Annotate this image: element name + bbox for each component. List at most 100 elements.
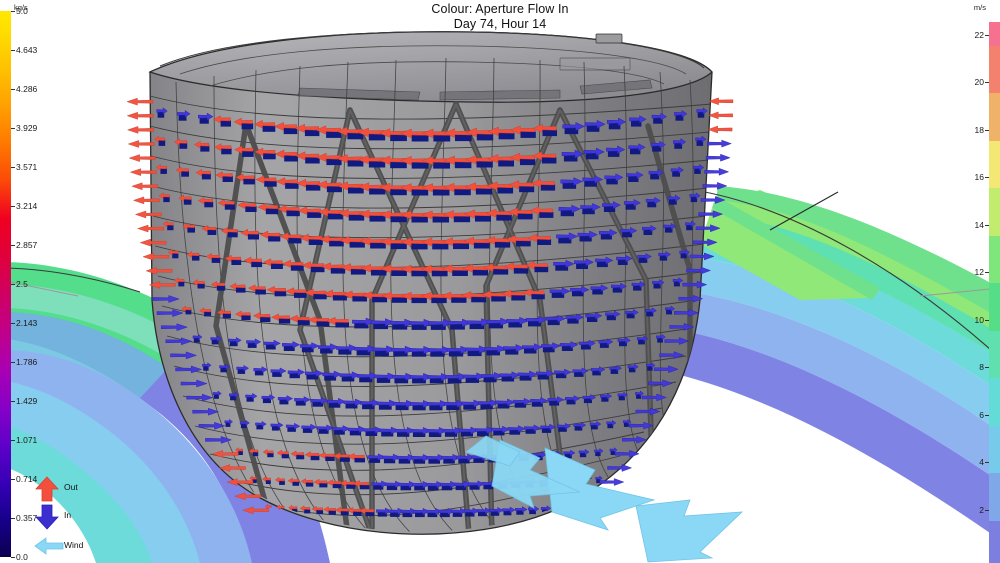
outflow-arrow (213, 115, 231, 124)
legend-item-in: In (30, 504, 120, 530)
aperture-window (370, 242, 386, 249)
aperture-window (623, 422, 629, 427)
inflow-arrow (236, 364, 250, 372)
inflow-arrow (704, 167, 730, 176)
aperture-window (455, 134, 472, 142)
aperture-window (271, 263, 283, 269)
aperture-window (555, 265, 569, 271)
inflow-arrow (650, 140, 666, 149)
inflow-arrow (585, 312, 603, 320)
inflow-arrow (478, 399, 500, 407)
aperture-window (675, 114, 684, 121)
aperture-window (519, 375, 532, 381)
outflow-arrow (352, 480, 370, 488)
outflow-arrow (257, 203, 278, 212)
outflow-arrow (235, 173, 255, 182)
aperture-window (377, 512, 387, 517)
outflow-arrow (707, 125, 733, 134)
wind-speed-ribbons (0, 186, 1000, 563)
inflow-arrow (577, 230, 598, 239)
aperture-window (551, 292, 565, 298)
outflow-arrow (128, 154, 156, 162)
aperture-window (267, 452, 274, 458)
inflow-arrow (371, 480, 389, 488)
outflow-arrow (215, 171, 233, 179)
aperture-window (221, 148, 232, 155)
aperture-window (498, 160, 514, 167)
aperture-window (306, 184, 321, 191)
inflow-arrow (515, 506, 528, 513)
aperture-window (288, 237, 302, 244)
inflow-arrow (475, 426, 495, 434)
inflow-arrow (579, 339, 596, 347)
inflow-arrow (540, 423, 557, 431)
colorbar-left-tick-label: 0.357 (16, 513, 38, 524)
inflow-arrow (360, 399, 381, 407)
outflow-arrow (234, 310, 251, 318)
aperture-window (319, 483, 328, 488)
aperture-window (534, 266, 549, 273)
inflow-arrow (700, 196, 726, 204)
inflow-arrow (318, 343, 339, 351)
aperture-window (669, 198, 677, 205)
aperture-window (274, 290, 287, 297)
inflow-arrow (426, 454, 446, 462)
aperture-flow-colorbar: kg/s 5.0 4.643 4.286 3.929 3.571 3.214 2.857 2.… (0, 0, 70, 563)
aperture-window (429, 378, 444, 384)
inflow-arrow (629, 115, 647, 124)
inflow-arrow (357, 372, 379, 380)
aperture-window (516, 510, 524, 515)
aperture-window (497, 187, 514, 194)
inflow-arrow (160, 323, 188, 331)
aperture-window (509, 430, 521, 435)
aperture-window (313, 293, 327, 300)
outflow-arrow (218, 464, 246, 472)
aperture-window (496, 214, 512, 221)
aperture-window (563, 155, 578, 162)
aperture-window (584, 180, 597, 187)
inflow-arrow (527, 505, 540, 513)
arrow-up-icon (35, 476, 59, 502)
aperture-window (636, 393, 642, 399)
inflow-arrow (614, 450, 640, 458)
aperture-window (369, 188, 386, 195)
outflow-arrow (262, 448, 274, 456)
legend-item-out: Out (30, 476, 120, 502)
colorbar-right-unit: m/s (973, 3, 986, 12)
inflow-arrow (653, 365, 679, 374)
aperture-window (327, 213, 343, 220)
aperture-window (390, 512, 400, 517)
aperture-window (328, 510, 336, 515)
aperture-window (493, 430, 505, 436)
wind-speed-colorbar: m/s 22 20 18 16 14 12 10 8 6 4 2 (930, 0, 1000, 563)
aperture-window (607, 423, 614, 429)
aperture-window (427, 486, 439, 491)
inflow-arrow (602, 201, 621, 210)
aperture-window (390, 161, 407, 169)
title-line-1: Colour: Aperture Flow In (431, 2, 569, 16)
aperture-window (414, 486, 425, 491)
aperture-window (653, 117, 663, 124)
aperture-window (443, 459, 455, 464)
aperture-window (369, 215, 386, 222)
aperture-window (574, 371, 584, 377)
aperture-window (368, 161, 386, 168)
aperture-window (517, 213, 533, 220)
inflow-arrow (617, 336, 631, 344)
outflow-arrow (274, 122, 297, 131)
aperture-window (216, 285, 226, 291)
aperture-window (452, 270, 468, 276)
inflow-arrow (427, 373, 451, 381)
aperture-window (601, 396, 609, 402)
aperture-window (638, 257, 648, 263)
aperture-window (272, 371, 282, 377)
inflow-arrow (611, 282, 628, 290)
colorbar-left-tick-label: 0.0 (16, 552, 28, 562)
outflow-arrow (281, 259, 304, 268)
aperture-window (448, 351, 464, 357)
aperture-window (513, 267, 529, 274)
outflow-arrow (276, 449, 289, 457)
aperture-window (592, 289, 603, 295)
inflow-arrow (347, 425, 367, 434)
inflow-arrow (442, 426, 464, 435)
